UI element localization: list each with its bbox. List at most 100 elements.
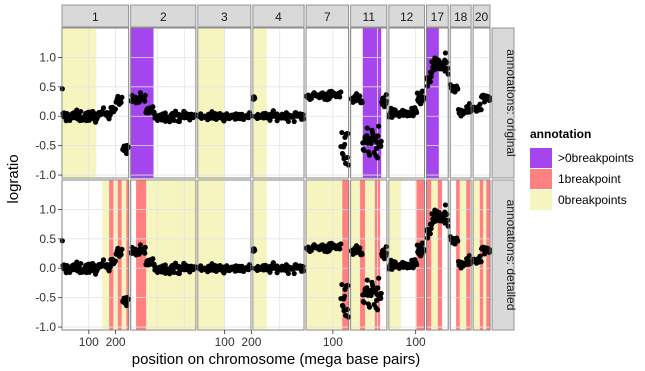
data-point: [344, 154, 350, 161]
panel-border: [197, 27, 252, 179]
annotation-band: [130, 28, 154, 178]
annotation-band: [126, 180, 129, 330]
data-point: [383, 98, 389, 104]
annotation-band: [426, 180, 432, 330]
annotation-band: [121, 180, 127, 330]
panel-border: [252, 27, 305, 179]
data-point: [150, 104, 156, 110]
y-tick-label: 1.0: [39, 50, 56, 64]
data-point: [339, 129, 345, 136]
data-point: [414, 109, 420, 116]
x-tick-label: 100: [215, 335, 235, 349]
annotation-band: [306, 180, 343, 330]
data-point: [142, 244, 148, 250]
data-point: [291, 118, 297, 125]
data-point: [427, 231, 433, 237]
x-axis-title: position on chromosome (mega base pairs): [132, 351, 420, 368]
y-tick-label: -1.0: [35, 320, 56, 334]
data-point: [366, 304, 373, 310]
data-point: [171, 117, 177, 124]
annotation-band: [431, 180, 438, 330]
data-point: [100, 105, 107, 111]
y-tick-label: 1.0: [39, 202, 56, 216]
strip-chromosome: [61, 4, 130, 28]
data-point: [338, 241, 344, 247]
data-point: [424, 83, 431, 89]
strip-chromosome: [197, 4, 252, 28]
data-point: [270, 108, 276, 114]
panel-border: [472, 27, 491, 179]
data-point: [300, 111, 306, 118]
annotation-band: [252, 180, 267, 330]
x-tick-label: 100: [79, 335, 99, 349]
axes: 1.0 0.5 0.0 -0.5 -1.0 1.0 0.5 0.0 -0.5 -1.0 100 200…: [35, 50, 426, 349]
data-point: [428, 226, 434, 232]
strip-label: 18: [454, 10, 468, 24]
data-point: [478, 107, 484, 113]
data-point: [337, 94, 343, 100]
data-point: [162, 110, 168, 116]
panel-border: [449, 179, 472, 331]
strip-chromosome: [350, 4, 388, 28]
data-point: [419, 240, 426, 246]
data-point: [375, 285, 381, 291]
annotation-band: [486, 180, 490, 330]
data-point: [376, 123, 382, 129]
strip-label: 4: [275, 10, 282, 24]
data-point: [123, 302, 130, 309]
data-point: [78, 108, 84, 115]
strip-label: 20: [475, 10, 489, 24]
data-point: [342, 141, 348, 148]
panel-border: [388, 179, 425, 331]
y-tick-label: 0.0: [39, 109, 56, 123]
data-point: [150, 256, 156, 262]
data-point: [375, 133, 381, 139]
x-tick-label: 100: [406, 335, 426, 349]
data-point: [378, 138, 384, 144]
data-point: [424, 235, 431, 241]
strip-chromosome: [472, 4, 491, 28]
annotation-band: [62, 28, 97, 178]
annotation-band: [388, 180, 401, 330]
data-point: [112, 106, 118, 112]
data-point: [357, 93, 363, 99]
data-point: [119, 94, 125, 100]
data-point: [374, 307, 381, 313]
data-point: [357, 245, 363, 251]
data-point: [142, 250, 148, 256]
legend-swatch: [530, 190, 552, 210]
data-point: [291, 270, 297, 277]
data-point: [301, 116, 307, 122]
row-strip-label: annotations: original: [504, 49, 518, 156]
panel-border: [130, 179, 197, 331]
legend-swatch: [530, 169, 552, 189]
row-strip: [491, 179, 515, 331]
data-point: [414, 242, 420, 248]
data-point: [376, 275, 382, 281]
data-point: [344, 306, 350, 313]
x-tick-label: 200: [106, 335, 126, 349]
data-point: [442, 202, 449, 208]
y-tick-label: -0.5: [35, 139, 56, 153]
data-point: [478, 259, 484, 265]
data-point: [383, 244, 389, 250]
panel-border: [61, 27, 130, 179]
data-point: [137, 90, 144, 96]
strip-chromosome: [449, 4, 472, 28]
panel-strips: 1 2 3 4 7 11 12 17 18 20: [61, 4, 491, 28]
data-point: [112, 258, 118, 264]
annotation-band: [197, 28, 225, 178]
data-point: [137, 242, 144, 248]
data-point: [267, 117, 273, 123]
data-point: [267, 269, 273, 275]
data-point: [455, 238, 461, 244]
y-tick-label: 0.0: [39, 261, 56, 275]
strip-label: 17: [431, 10, 445, 24]
legend-label: 0breakpoints: [558, 193, 627, 207]
panel-border: [388, 27, 425, 179]
data-point: [383, 250, 389, 256]
data-point: [383, 92, 389, 98]
y-tick-label: -1.0: [35, 168, 56, 182]
data-point: [142, 98, 148, 104]
